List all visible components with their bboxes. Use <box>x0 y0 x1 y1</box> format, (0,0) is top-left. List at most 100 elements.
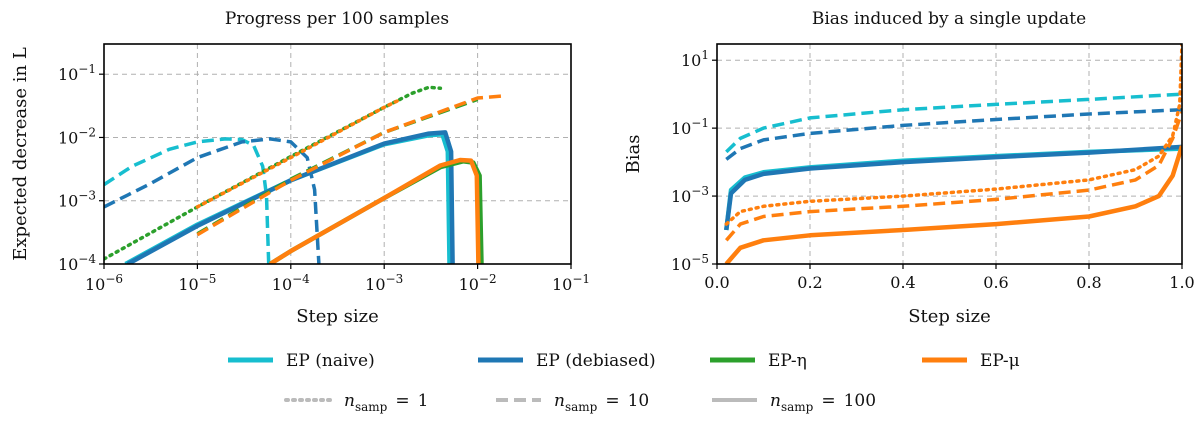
legend-subscript: samp <box>565 400 598 414</box>
legend-prefix: n <box>554 391 565 411</box>
y-tick-label-exp: −2 <box>78 125 96 139</box>
x-tick-label: 0.6 <box>983 273 1008 292</box>
x-tick-label: 10−4 <box>272 272 310 294</box>
series-line <box>268 157 481 264</box>
y-tick-label: 10−4 <box>58 252 96 274</box>
y-tick-label-exp: −4 <box>78 252 96 266</box>
y-tick-label-base: 10 <box>671 119 691 138</box>
y-axis-label: Bias <box>623 135 644 174</box>
series-line <box>725 107 1182 161</box>
series-line <box>724 111 1182 242</box>
legend-label: EP (debiased) <box>536 351 656 371</box>
series-line <box>725 92 1182 154</box>
chart-title: Bias induced by a single update <box>812 9 1086 29</box>
x-tick-label: 0.2 <box>797 273 822 292</box>
grid <box>717 44 1182 264</box>
y-tick-label-base: 10 <box>58 128 78 147</box>
y-tick-label-exp: 1 <box>701 48 709 62</box>
y-tick-label-base: 10 <box>58 192 78 211</box>
y-tick-label: 10−2 <box>58 125 96 147</box>
series-line <box>195 97 403 209</box>
legend-label: nsamp = 10 <box>554 391 649 414</box>
legend-value: 100 <box>844 391 876 411</box>
plot-frame <box>103 43 572 265</box>
y-tick-label: 10−1 <box>58 62 96 84</box>
series-line <box>124 132 452 264</box>
series-group <box>724 44 1182 264</box>
series-line <box>126 130 455 264</box>
x-tick-label-exp: −6 <box>105 272 123 286</box>
series-group <box>104 85 502 264</box>
x-tick-label-base: 10 <box>272 275 292 294</box>
x-tick-label: 10−3 <box>365 272 403 294</box>
x-tick-label: 1.0 <box>1169 273 1194 292</box>
x-tick-label: 10−6 <box>85 272 123 294</box>
legend-subscript: samp <box>781 400 814 414</box>
series-line <box>104 137 271 264</box>
grid <box>104 44 571 264</box>
y-tick-label-base: 10 <box>58 65 78 84</box>
series-line <box>196 94 502 237</box>
x-tick-label-exp: −4 <box>292 272 310 286</box>
legend-value: 1 <box>418 391 429 411</box>
y-tick-label-base: 10 <box>681 51 701 70</box>
series-line <box>724 144 1182 231</box>
legend-prefix: n <box>770 391 781 411</box>
left-panel: 10−6 10−5 10−4 10−3 10−2 10−110−410−310−210−1… <box>10 9 590 327</box>
x-tick-label-base: 10 <box>85 275 105 294</box>
legend-label: EP (naive) <box>286 351 375 371</box>
series-line <box>724 145 1182 264</box>
x-tick-label-base: 10 <box>459 275 479 294</box>
x-tick-label: 0.0 <box>704 273 729 292</box>
x-tick-label-base: 10 <box>552 275 572 294</box>
legend-equals: = <box>821 391 835 411</box>
y-tick-label-exp: −3 <box>78 189 96 203</box>
y-axis-label: Expected decrease in L <box>10 47 31 261</box>
series-line <box>724 44 1182 226</box>
x-tick-label-base: 10 <box>365 275 385 294</box>
plot-frame <box>716 43 1183 265</box>
legend-prefix: n <box>344 391 355 411</box>
series-line <box>104 137 321 264</box>
x-tick-label: 10−1 <box>552 272 590 294</box>
x-tick-label-exp: −5 <box>199 272 217 286</box>
legend-label: nsamp = 1 <box>344 391 428 414</box>
legend-label: nsamp = 100 <box>770 391 876 414</box>
y-tick-label: 10−5 <box>671 252 709 274</box>
legend-value: 10 <box>628 391 650 411</box>
y-tick-label: 10−3 <box>671 184 709 206</box>
x-tick-label: 10−5 <box>178 272 216 294</box>
y-tick-label-exp: −1 <box>78 62 96 76</box>
x-axis-label: Step size <box>908 306 991 327</box>
y-tick-label-base: 10 <box>671 255 691 274</box>
x-tick-label-exp: −1 <box>572 272 590 286</box>
legend-subscript: samp <box>355 400 388 414</box>
legend-label: EP-η <box>768 351 807 371</box>
x-tick-label: 10−2 <box>459 272 497 294</box>
y-tick-label: 101 <box>681 48 709 70</box>
x-tick-label: 0.8 <box>1076 273 1101 292</box>
series-line <box>104 85 443 261</box>
y-tick-label: 10−3 <box>58 189 96 211</box>
legend-equals: = <box>395 391 409 411</box>
x-tick-label-exp: −2 <box>479 272 497 286</box>
y-tick-label: 10−1 <box>671 116 709 138</box>
y-tick-label-base: 10 <box>671 187 691 206</box>
y-tick-label-exp: −3 <box>691 184 709 198</box>
x-tick-label: 0.4 <box>890 273 915 292</box>
x-tick-label-exp: −3 <box>386 272 404 286</box>
ticks: 10−6 10−5 10−4 10−3 10−2 10−110−410−310−210−1 <box>58 62 590 294</box>
chart-title: Progress per 100 samples <box>225 9 449 29</box>
x-axis-label: Step size <box>296 306 379 327</box>
legend-label: EP-μ <box>980 351 1020 371</box>
legend-equals: = <box>605 391 619 411</box>
y-tick-label-exp: −1 <box>691 116 709 130</box>
y-tick-label-exp: −5 <box>691 252 709 266</box>
y-tick-label-base: 10 <box>58 255 78 274</box>
x-tick-label-base: 10 <box>178 275 198 294</box>
